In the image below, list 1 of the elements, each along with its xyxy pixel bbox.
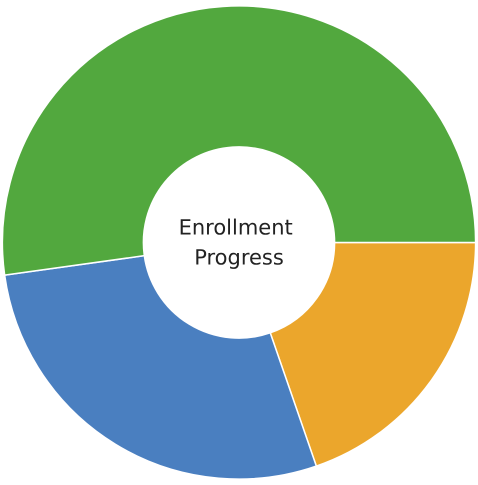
text: Enrollment Progress	[178, 216, 300, 270]
